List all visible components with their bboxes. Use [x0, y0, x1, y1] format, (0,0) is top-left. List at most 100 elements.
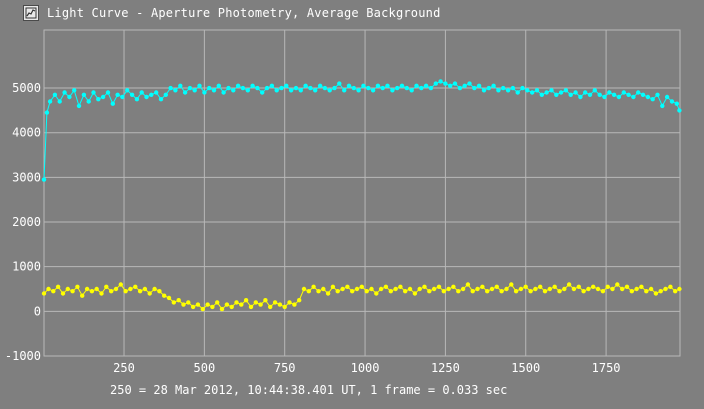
data-point	[578, 94, 583, 100]
data-point	[298, 88, 303, 93]
data-point	[137, 289, 143, 294]
data-point	[385, 83, 390, 89]
series-line	[43, 80, 680, 180]
data-point	[243, 298, 249, 303]
x-tick-label: 1750	[592, 361, 621, 375]
data-point	[620, 286, 625, 292]
data-point	[631, 94, 636, 100]
data-point	[297, 298, 302, 303]
data-point	[128, 286, 133, 292]
data-point	[452, 81, 458, 86]
data-point	[566, 282, 572, 287]
data-point	[96, 97, 101, 102]
data-point	[538, 284, 543, 289]
data-point	[457, 85, 463, 91]
data-point	[118, 282, 124, 287]
data-point	[113, 286, 119, 292]
data-point	[125, 88, 130, 93]
data-point	[374, 291, 379, 296]
data-point	[549, 88, 554, 93]
x-tick-label: 500	[194, 361, 216, 375]
data-point	[359, 284, 364, 289]
data-point	[282, 304, 287, 310]
data-point	[279, 85, 284, 91]
window-title: Light Curve - Aperture Photometry, Avera…	[47, 6, 441, 20]
data-point	[605, 284, 610, 289]
data-point	[369, 286, 374, 292]
data-point	[595, 286, 601, 292]
data-point	[80, 293, 85, 298]
data-point	[342, 88, 347, 93]
data-point	[499, 289, 504, 294]
data-point	[673, 289, 678, 294]
data-point	[235, 83, 241, 89]
data-point	[634, 286, 639, 292]
data-point	[72, 88, 77, 93]
data-point	[186, 300, 191, 305]
data-point	[327, 88, 332, 93]
data-point	[611, 92, 617, 98]
data-point	[393, 286, 398, 292]
data-point	[321, 286, 326, 292]
data-point	[211, 88, 217, 93]
data-point	[624, 284, 630, 289]
data-point	[496, 88, 501, 93]
data-point	[423, 83, 429, 89]
data-point	[380, 85, 385, 91]
x-tick-label: 1500	[511, 361, 540, 375]
data-point	[109, 289, 114, 294]
data-point	[448, 83, 453, 89]
x-tick-label: 1250	[431, 361, 460, 375]
data-point	[407, 286, 413, 292]
data-point	[105, 90, 111, 95]
data-point	[133, 284, 138, 289]
data-point	[629, 289, 634, 294]
data-point	[192, 88, 197, 93]
data-point	[94, 286, 99, 292]
data-point	[409, 88, 414, 93]
data-point	[597, 92, 602, 98]
data-point	[269, 83, 275, 89]
data-point	[351, 85, 356, 91]
light-curve-app-icon[interactable]	[23, 5, 39, 21]
data-point	[485, 289, 490, 294]
data-point	[513, 289, 519, 294]
data-point	[44, 110, 50, 115]
data-point	[303, 83, 308, 89]
data-point	[345, 284, 350, 289]
data-point	[592, 88, 597, 93]
data-point	[337, 81, 342, 86]
data-point	[168, 85, 173, 91]
data-point	[287, 300, 292, 305]
data-point	[139, 90, 144, 95]
data-point	[178, 83, 183, 89]
data-point	[558, 90, 564, 95]
data-point	[219, 306, 225, 312]
data-point	[308, 85, 313, 91]
data-point	[528, 289, 533, 294]
data-point	[568, 92, 573, 98]
data-point	[438, 79, 443, 84]
data-point	[149, 92, 154, 98]
series-2	[41, 282, 682, 312]
data-point	[361, 83, 366, 89]
data-point	[417, 286, 422, 292]
data-point	[414, 83, 419, 89]
data-point	[41, 291, 47, 296]
data-point	[120, 94, 125, 100]
data-point	[158, 97, 164, 102]
data-point	[255, 85, 260, 91]
data-point	[162, 293, 167, 298]
data-point	[229, 304, 234, 310]
data-point	[264, 85, 270, 91]
data-point	[375, 83, 381, 89]
data-point	[480, 284, 485, 289]
data-point	[523, 284, 528, 289]
data-point	[182, 90, 188, 95]
data-point	[573, 90, 578, 95]
data-point	[481, 88, 487, 93]
x-tick-label: 750	[274, 361, 296, 375]
data-point	[335, 289, 340, 294]
data-point	[260, 90, 265, 95]
